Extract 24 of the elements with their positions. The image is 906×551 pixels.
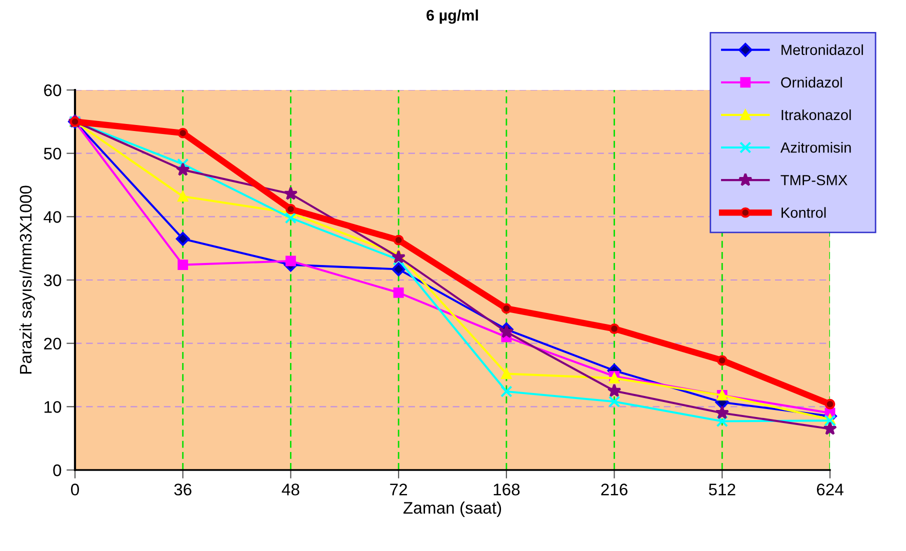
legend-label: Azitromisin <box>780 142 851 153</box>
x-tick-label: 168 <box>494 484 520 496</box>
x-tick-label: 624 <box>816 484 844 496</box>
y-axis-title: Parazit sayısı/mm3X1000 <box>19 186 35 374</box>
y-tick-label: 50 <box>44 148 62 160</box>
x-tick-label: 36 <box>174 484 192 496</box>
x-tick-label: 216 <box>601 484 628 496</box>
x-tick-label: 512 <box>708 484 736 496</box>
x-axis-title: Zaman (saat) <box>403 502 502 518</box>
y-tick-label: 60 <box>44 84 62 96</box>
legend-label: Kontrol <box>782 207 826 218</box>
legend-label: Itrakonazol <box>782 109 851 120</box>
legend-label: Metronidazol <box>782 44 863 56</box>
chart-title: 6 µg/ml <box>426 9 478 24</box>
y-tick-label: 40 <box>44 211 62 223</box>
y-tick-label: 20 <box>44 338 62 350</box>
y-tick-label: 10 <box>44 401 62 413</box>
x-tick-label: 48 <box>282 484 300 496</box>
x-tick-label: 72 <box>390 484 408 496</box>
legend-label: TMP-SMX <box>780 174 848 186</box>
y-tick-label: 0 <box>53 464 62 476</box>
y-tick-label: 30 <box>44 274 62 286</box>
legend-label: Ornidazol <box>781 76 842 88</box>
x-tick-label: 0 <box>71 484 79 496</box>
